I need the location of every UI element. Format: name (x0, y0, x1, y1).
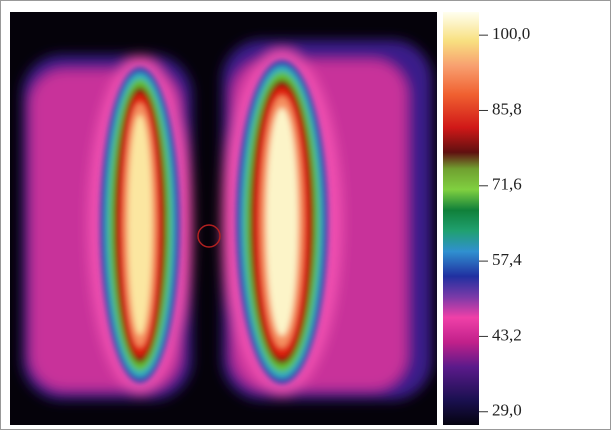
tick-label: 71,6 (492, 175, 522, 194)
tick-label: 57,4 (492, 250, 522, 269)
tick-label: 43,2 (492, 325, 522, 344)
tick-label: 100,0 (492, 24, 530, 43)
tick-label: 85,8 (492, 99, 522, 118)
colorbar (443, 12, 479, 425)
tick-label: 29,0 (492, 401, 522, 420)
thermal-view: 100,0 85,8 71,6 57,4 43,2 29,0 (0, 0, 611, 430)
thermal-image (10, 12, 437, 425)
page: 100,085,871,657,443,229,0 (() => { const… (0, 0, 611, 430)
